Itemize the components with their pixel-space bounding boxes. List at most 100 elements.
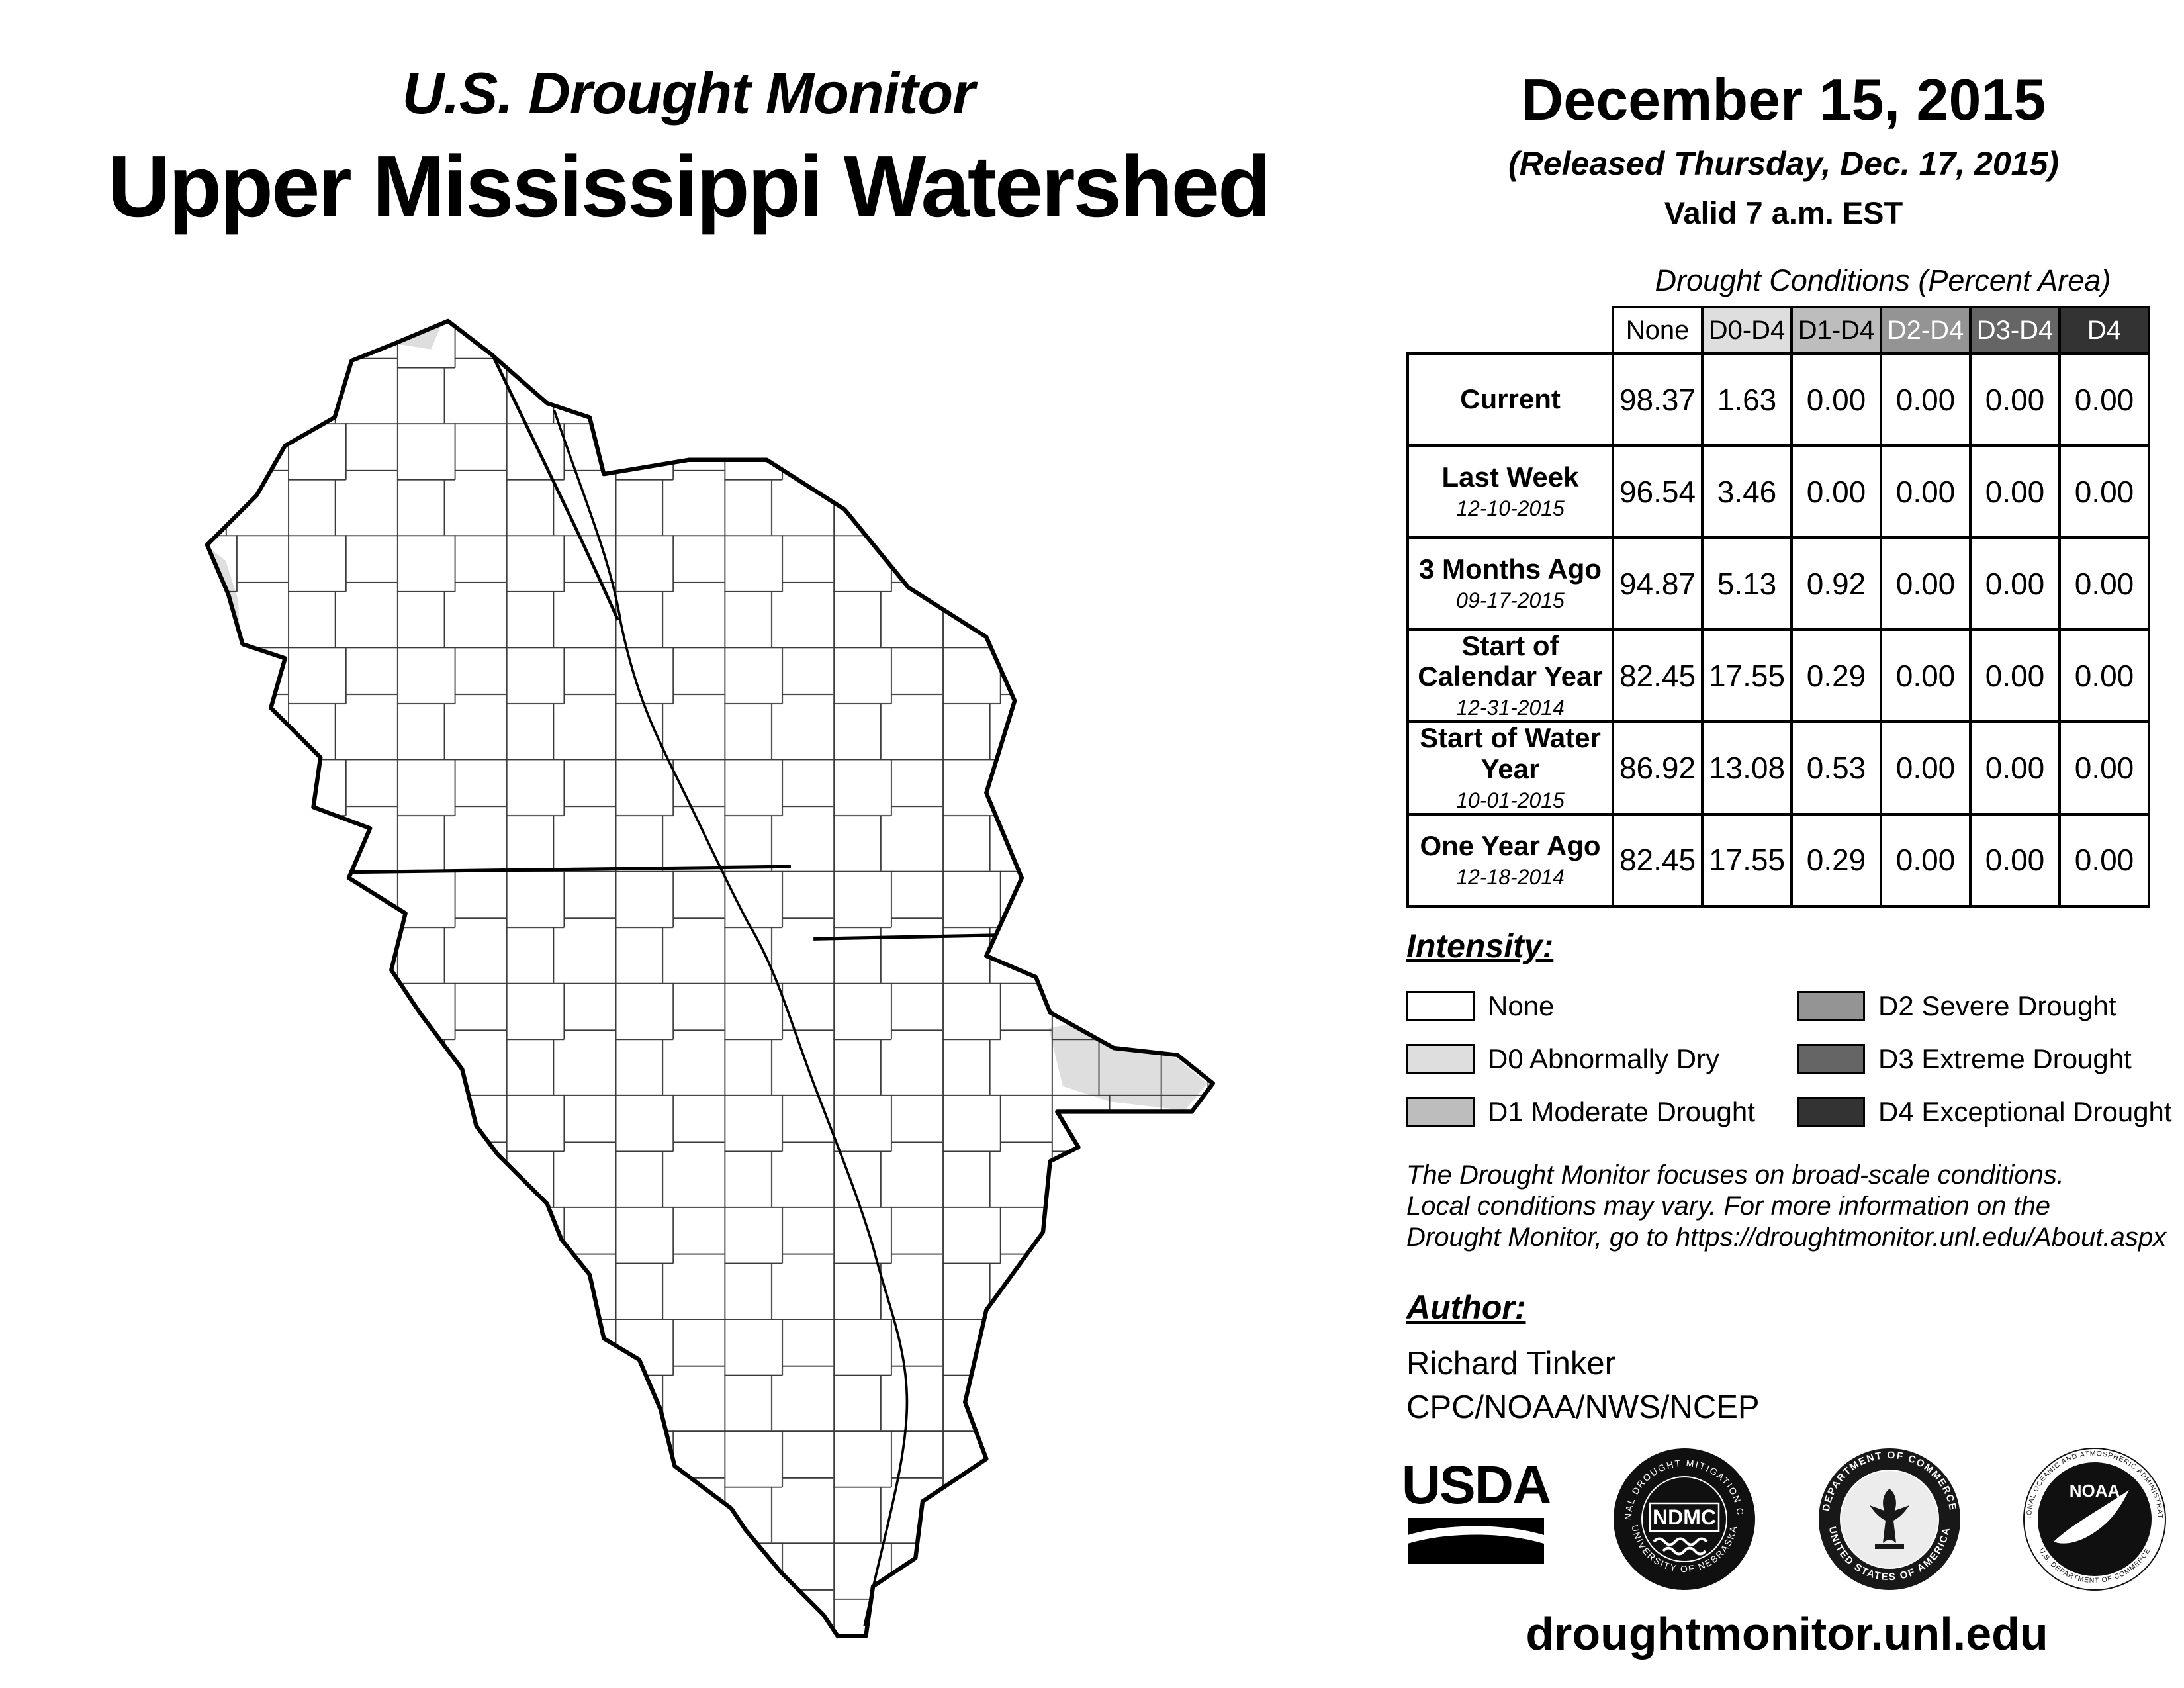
doc-seal: DEPARTMENT OF COMMERCE UNITED STATES OF … [1819, 1448, 1960, 1590]
table-cell: 3.46 [1701, 444, 1793, 539]
disclaimer-line: The Drought Monitor focuses on broad-sca… [1406, 1160, 2064, 1190]
author-name: Richard Tinker [1406, 1346, 1615, 1382]
table-row-last-week: Last Week 12-10-2015 96.54 3.46 0.00 0.0… [1406, 444, 2150, 539]
table-cell: 0.00 [1969, 812, 2061, 908]
table-row-start-water-year: Start of Water Year 10-01-2015 86.92 13.… [1406, 720, 2150, 816]
title-block: U.S. Drought Monitor Upper Mississippi W… [33, 60, 1343, 236]
table-corner-cell [1408, 307, 1613, 353]
legend-item-d1: D1 Moderate Drought [1406, 1096, 1797, 1128]
row-label-start-calendar-year: Start of Calendar Year 12-31-2014 [1406, 628, 1614, 724]
table-cell: 0.00 [1969, 720, 2061, 816]
table-cell: 86.92 [1612, 720, 1704, 816]
released-date: (Released Thursday, Dec. 17, 2015) [1508, 145, 2059, 182]
author-title: Author: [1406, 1289, 1526, 1326]
col-header-d3-d4: D3-D4 [1969, 306, 2061, 355]
table-cell: 94.87 [1612, 536, 1704, 631]
row-label-start-water-year: Start of Water Year 10-01-2015 [1406, 720, 1614, 816]
col-header-d1-d4: D1-D4 [1790, 306, 1882, 355]
table-cell: 17.55 [1701, 812, 1793, 908]
watershed-map-svg [205, 318, 1216, 1638]
state-boundary-wi-il [813, 933, 1029, 941]
legend-item-d3: D3 Extreme Drought [1797, 1043, 2184, 1075]
legend-item-d0: D0 Abnormally Dry [1406, 1043, 1797, 1075]
row-label-3-months-ago: 3 Months Ago 09-17-2015 [1406, 536, 1614, 631]
table-row-one-year-ago: One Year Ago 12-18-2014 82.45 17.55 0.29… [1406, 812, 2150, 908]
legend-swatch-d3 [1797, 1044, 1865, 1074]
table-cell: 0.00 [2058, 628, 2150, 724]
row-label-current: Current [1406, 352, 1614, 447]
table-cell: 0.00 [2058, 720, 2150, 816]
table-cell: 0.00 [2058, 536, 2150, 631]
table-title: Drought Conditions (Percent Area) [1655, 263, 2111, 297]
author-block: Author: Richard Tinker CPC/NOAA/NWS/NCEP [1406, 1288, 1760, 1426]
table-row-start-calendar-year: Start of Calendar Year 12-31-2014 82.45 … [1406, 628, 2150, 724]
legend-swatch-d4 [1797, 1097, 1865, 1127]
table-row-current: Current 98.37 1.63 0.00 0.00 0.00 0.00 [1406, 352, 2150, 447]
table-cell: 0.00 [1969, 536, 2061, 631]
monitor-title: U.S. Drought Monitor [402, 60, 976, 126]
table-cell: 0.00 [1790, 444, 1882, 539]
watershed-map [179, 311, 1284, 1671]
svg-text:NDMC: NDMC [1653, 1505, 1716, 1529]
state-boundary-mn-wi [492, 355, 619, 621]
disclaimer: The Drought Monitor focuses on broad-sca… [1406, 1160, 2184, 1254]
table-cell: 0.00 [1969, 352, 2061, 447]
legend-grid: None D0 Abnormally Dry D1 Moderate Droug… [1406, 990, 2184, 1128]
table-cell: 13.08 [1701, 720, 1793, 816]
noaa-seal: NATIONAL OCEANIC AND ATMOSPHERIC ADMINIS… [2023, 1448, 2166, 1591]
ndmc-seal: NATIONAL DROUGHT MITIGATION CENTER UNIVE… [1614, 1448, 1755, 1590]
row-label-last-week: Last Week 12-10-2015 [1406, 444, 1614, 539]
legend-item-d4: D4 Exceptional Drought [1797, 1096, 2184, 1128]
col-header-d0-d4: D0-D4 [1701, 306, 1793, 355]
author-org: CPC/NOAA/NWS/NCEP [1406, 1389, 1760, 1425]
table-cell: 0.92 [1790, 536, 1882, 631]
disclaimer-line: Local conditions may vary. For more info… [1406, 1192, 2051, 1221]
table-cell: 0.00 [1790, 352, 1882, 447]
table-cell: 0.00 [1969, 628, 2061, 724]
table-cell: 82.45 [1612, 628, 1704, 724]
mississippi-river [553, 410, 909, 1626]
county-grid [206, 320, 1213, 1636]
col-header-none: None [1612, 306, 1704, 355]
table-cell: 0.00 [2058, 812, 2150, 908]
col-header-d2-d4: D2-D4 [1880, 306, 1972, 355]
row-label-one-year-ago: One Year Ago 12-18-2014 [1406, 812, 1614, 908]
table-cell: 0.00 [1880, 352, 1972, 447]
table-cell: 0.29 [1790, 812, 1882, 908]
table-cell: 0.00 [1880, 628, 1972, 724]
legend-item-d2: D2 Severe Drought [1797, 990, 2184, 1022]
table-cell: 0.00 [2058, 352, 2150, 447]
table-cell: 17.55 [1701, 628, 1793, 724]
table-cell: 0.00 [1880, 444, 1972, 539]
usda-logo: USDA [1402, 1455, 1552, 1564]
legend-swatch-d0 [1406, 1044, 1475, 1074]
table-cell: 82.45 [1612, 812, 1704, 908]
svg-text:NOAA: NOAA [2070, 1481, 2120, 1501]
watershed-outline [205, 318, 1216, 1638]
col-header-d4: D4 [2058, 306, 2150, 355]
legend-item-none: None [1406, 990, 1797, 1022]
disclaimer-line: Drought Monitor, go to https://droughtmo… [1406, 1223, 2167, 1252]
drought-conditions-table: None D0-D4 D1-D4 D2-D4 D3-D4 D4 Current … [1406, 306, 2150, 908]
legend-swatch-d2 [1797, 991, 1865, 1021]
table-cell: 5.13 [1701, 536, 1793, 631]
table-cell: 96.54 [1612, 444, 1704, 539]
region-title: Upper Mississippi Watershed [107, 138, 1271, 235]
table-cell: 0.29 [1790, 628, 1882, 724]
table-row-3-months-ago: 3 Months Ago 09-17-2015 94.87 5.13 0.92 … [1406, 536, 2150, 631]
svg-text:USDA: USDA [1402, 1455, 1551, 1515]
table-cell: 0.53 [1790, 720, 1882, 816]
table-header-row: None D0-D4 D1-D4 D2-D4 D3-D4 D4 [1408, 306, 2150, 355]
legend-title: Intensity: [1406, 927, 1554, 964]
table-cell: 0.00 [1880, 720, 1972, 816]
footer-url: droughtmonitor.unl.edu [1525, 1608, 2048, 1660]
legend-swatch-d1 [1406, 1097, 1475, 1127]
table-cell: 0.00 [1880, 536, 1972, 631]
table-cell: 0.00 [1969, 444, 2061, 539]
state-boundary-mn-ia [345, 865, 791, 874]
table-cell: 0.00 [2058, 444, 2150, 539]
map-date: December 15, 2015 [1521, 67, 2046, 132]
table-cell: 98.37 [1612, 352, 1704, 447]
valid-time: Valid 7 a.m. EST [1664, 195, 1903, 230]
intensity-legend: Intensity: None D0 Abnormally Dry D1 Mod… [1406, 927, 2184, 1128]
